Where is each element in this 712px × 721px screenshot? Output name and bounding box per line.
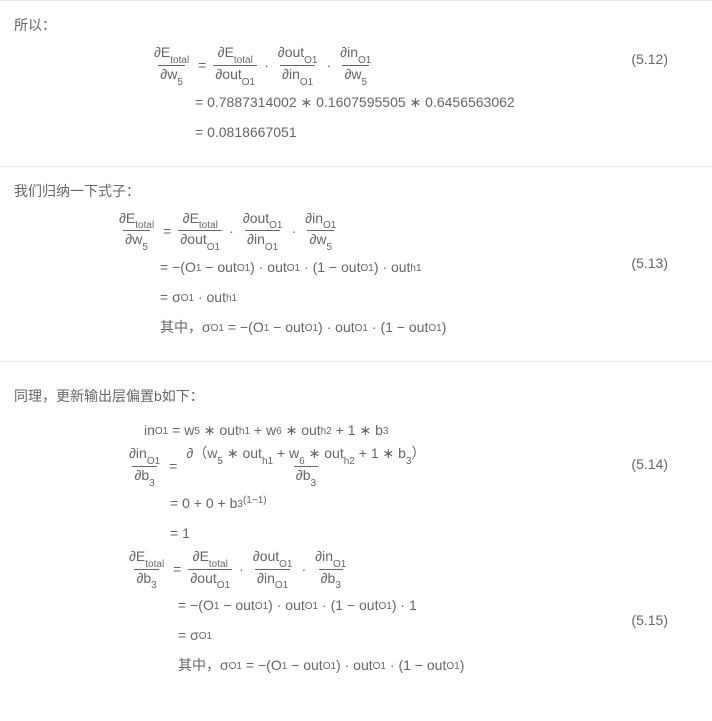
intro-text-2: 我们归纳一下式子： <box>14 181 698 201</box>
eq-line: = − ( O1 − outO1 ) · outO1 · (1 − outO1)… <box>160 253 698 281</box>
section-1: 所以： (5.12) ∂Etotal ∂w5 = ∂Etotal ∂outO1 … <box>0 0 712 166</box>
eq-line: ∂Etotal ∂w5 = ∂Etotal ∂outO1 · ∂outO1 ∂i… <box>149 45 698 86</box>
eq-line: = 0 + 0 + b3(1−1) <box>170 489 698 517</box>
eq-line: = σO1 <box>178 621 698 649</box>
eq-line: ∂Etotal ∂w5 = ∂Etotal ∂outO1 · ∂outO1 ∂i… <box>114 211 698 252</box>
eq-line: = σO1 · outh1 <box>160 283 698 311</box>
eq-number-2: (5.13) <box>631 249 668 277</box>
eq-number-3a: (5.14) <box>631 450 668 478</box>
eq-line: ∂inO1 ∂b3 = ∂（w5 ∗ outh1 + w6 ∗ outh2 + … <box>124 446 698 487</box>
equation-block-3: (5.14) inO1 = w5 ∗ outh1 + w6 ∗ outh2 + … <box>124 416 698 679</box>
eq-number-3b: (5.15) <box>631 606 668 634</box>
frac-dE-dw5: ∂Etotal ∂w5 <box>152 45 191 86</box>
frac-dE-doutO1: ∂Etotal ∂outO1 <box>213 45 257 86</box>
eq-line: ∂Etotal ∂b3 = ∂Etotal ∂outO1 · ∂outO1 ∂i… <box>124 549 698 590</box>
intro-text-3: 同理，更新输出层偏置b如下： <box>14 386 698 406</box>
frac-doutO1-dinO1: ∂outO1 ∂inO1 <box>276 45 320 86</box>
eq-line: = 0.0818667051 <box>195 118 698 146</box>
equation-block-1: (5.12) ∂Etotal ∂w5 = ∂Etotal ∂outO1 · ∂o… <box>149 45 698 146</box>
section-3: 同理，更新输出层偏置b如下： (5.14) inO1 = w5 ∗ outh1 … <box>0 361 712 699</box>
frac-dinO1-dw5: ∂inO1 ∂w5 <box>338 45 373 86</box>
eq-line: 其中， σO1 = − ( O1 − outO1 ) · outO1 · (1 … <box>178 651 698 679</box>
intro-text-1: 所以： <box>14 15 698 35</box>
eq-line: inO1 = w5 ∗ outh1 + w6 ∗ outh2 + 1 ∗ b3 <box>144 416 698 444</box>
section-2: 我们归纳一下式子： (5.13) ∂Etotal ∂w5 = ∂Etotal ∂… <box>0 166 712 362</box>
eq-line: = 0.7887314002 ∗ 0.1607595505 ∗ 0.645656… <box>195 88 698 116</box>
equation-block-2: (5.13) ∂Etotal ∂w5 = ∂Etotal ∂outO1 · ∂o… <box>114 211 698 342</box>
eq-line: = − ( O1 − outO1 ) · outO1 · (1 − outO1)… <box>178 591 698 619</box>
eq-number-1: (5.12) <box>631 45 668 73</box>
eq-line: 其中， σO1 = − ( O1 − outO1 ) · outO1 · (1 … <box>160 313 698 341</box>
eq-line: = 1 <box>170 519 698 547</box>
